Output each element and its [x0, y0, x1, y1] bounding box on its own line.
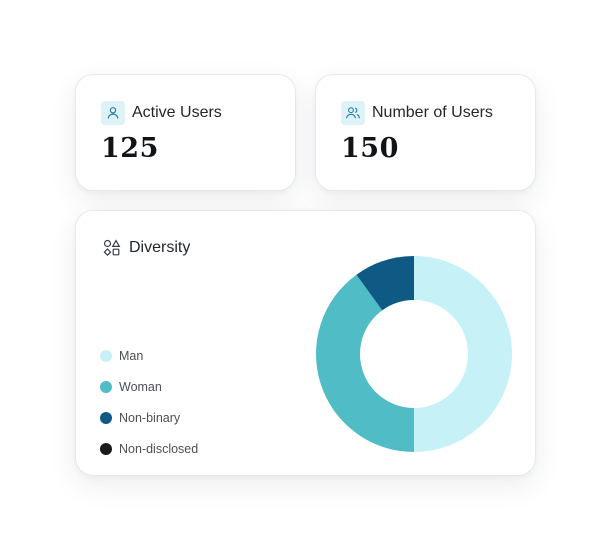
- donut-slice-woman: [316, 274, 414, 452]
- legend-item-woman: Woman: [100, 371, 198, 402]
- legend-label-non-binary: Non-binary: [119, 410, 181, 425]
- donut-slice-man: [414, 256, 512, 452]
- legend-swatch-woman: [100, 380, 112, 393]
- donut-slice-non-binary: [356, 256, 414, 311]
- legend-swatch-non-disclosed: [100, 442, 112, 455]
- legend-item-non-disclosed: Non-disclosed: [100, 433, 198, 464]
- number-of-users-header: Number of Users: [341, 101, 493, 125]
- diversity-card: Diversity Man Woman Non-binary Non-discl…: [75, 210, 536, 476]
- shapes-icon: [103, 239, 121, 257]
- legend-swatch-non-binary: [100, 411, 112, 424]
- active-users-title: Active Users: [132, 104, 222, 121]
- diversity-title: Diversity: [129, 239, 191, 256]
- active-users-header: Active Users: [101, 101, 222, 125]
- user-icon: [101, 101, 125, 125]
- diversity-legend: Man Woman Non-binary Non-disclosed: [100, 340, 198, 464]
- legend-label-non-disclosed: Non-disclosed: [119, 441, 199, 456]
- diversity-header: Diversity: [103, 239, 190, 257]
- legend-swatch-man: [100, 349, 112, 362]
- active-users-card: Active Users 125: [75, 74, 296, 191]
- users-icon: [341, 101, 365, 125]
- active-users-value: 125: [101, 133, 159, 164]
- legend-item-non-binary: Non-binary: [100, 402, 198, 433]
- number-of-users-card: Number of Users 150: [315, 74, 536, 191]
- legend-item-man: Man: [100, 340, 198, 371]
- number-of-users-value: 150: [341, 133, 399, 164]
- legend-label-woman: Woman: [119, 379, 162, 394]
- number-of-users-title: Number of Users: [372, 104, 493, 121]
- legend-label-man: Man: [119, 348, 144, 363]
- diversity-donut-chart: [316, 256, 512, 452]
